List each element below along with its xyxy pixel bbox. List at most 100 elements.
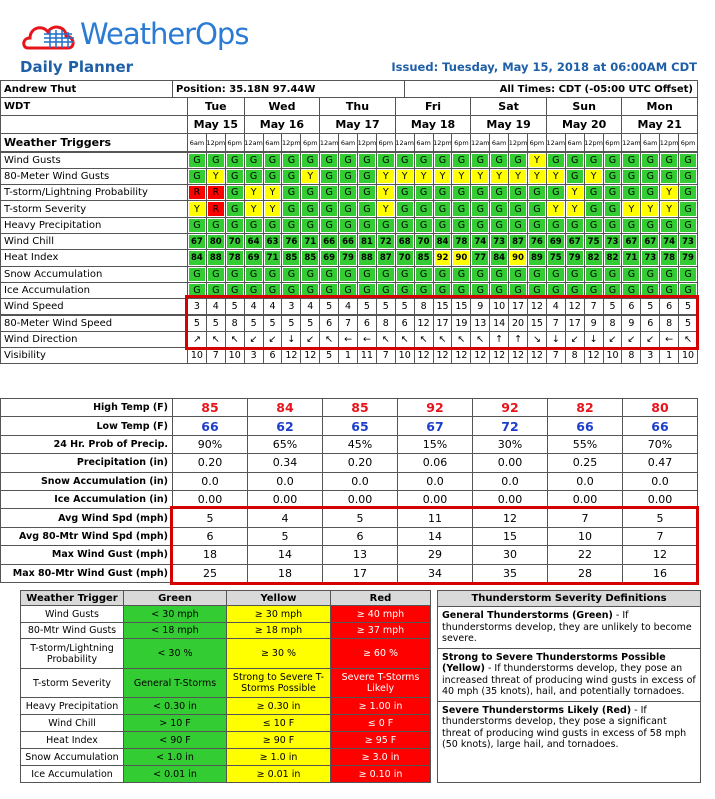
day-name: Thu: [319, 97, 396, 116]
trigger-cell: 78: [224, 249, 245, 267]
trigger-cell: G: [508, 184, 528, 202]
trigger-cell: G: [508, 151, 528, 169]
daily-value: 18: [247, 563, 323, 583]
trigger-cell: Y: [659, 184, 680, 202]
value-cell: 12: [583, 347, 604, 365]
value-cell: 4: [262, 298, 283, 316]
trigger-cell: 66: [319, 233, 340, 251]
legend-cell: T-storm/Lightning Probability: [20, 638, 124, 669]
daily-value: 29: [397, 545, 473, 565]
trigger-cell: G: [659, 265, 680, 283]
value-cell: 6: [319, 314, 340, 332]
value-cell: ↙: [621, 330, 642, 349]
hour-label: 6pm: [375, 133, 396, 152]
trigger-cell: G: [300, 265, 321, 283]
trigger-cell: 79: [338, 249, 358, 267]
daily-value: 15%: [397, 434, 473, 455]
trigger-cell: G: [564, 216, 585, 234]
trigger-cell: G: [319, 184, 340, 202]
trigger-cell: G: [262, 151, 283, 169]
day-date: May 21: [621, 115, 698, 134]
daily-value: 62: [247, 416, 323, 436]
value-cell: 5: [300, 314, 321, 332]
trigger-cell: G: [243, 216, 264, 234]
daily-label: Max 80-Mtr Wind Gust (mph): [0, 563, 173, 583]
trigger-cell: G: [243, 265, 264, 283]
hour-label: 6pm: [224, 133, 245, 152]
value-cell: 3: [281, 298, 302, 316]
daily-value: 7: [547, 508, 623, 528]
trigger-cell: Y: [375, 184, 396, 202]
daily-value: 16: [622, 563, 698, 583]
trigger-cell: G: [300, 200, 321, 218]
daily-label: Ice Accumulation (in): [0, 490, 173, 510]
trigger-cell: G: [545, 216, 566, 234]
legend-cell: ≥ 0.10 in: [330, 765, 431, 783]
value-cell: 12: [413, 347, 434, 365]
legend-cell: T-storm Severity: [20, 668, 124, 698]
definition-heading: Severe Thunderstorms Likely (Red): [442, 704, 632, 716]
trigger-cell: G: [224, 216, 245, 234]
value-cell: 5: [319, 298, 340, 316]
trigger-cell: G: [338, 200, 358, 218]
trigger-cell: G: [621, 167, 642, 186]
value-cell: 8: [621, 347, 642, 365]
daily-value: 34: [397, 563, 473, 583]
value-cell: ↗: [187, 330, 207, 349]
daily-value: 5: [172, 508, 248, 528]
value-cell: 5: [394, 298, 415, 316]
daily-value: 5: [622, 508, 698, 528]
daily-value: 65: [322, 416, 398, 436]
trigger-cell: G: [678, 184, 698, 202]
definition: Strong to Severe Thunderstorms Possible …: [438, 647, 700, 701]
trigger-cell: G: [262, 167, 283, 186]
trigger-cell: G: [545, 151, 566, 169]
hour-label: 6am: [564, 133, 585, 152]
trigger-cell: G: [621, 265, 642, 283]
value-cell: 7: [338, 314, 358, 332]
trigger-cell: G: [640, 281, 661, 300]
value-cell: 12: [413, 314, 434, 332]
trigger-cell: G: [432, 216, 453, 234]
trigger-cell: G: [394, 151, 415, 169]
hour-label: 6am: [489, 133, 510, 152]
value-cell: ↖: [319, 330, 340, 349]
trigger-cell: G: [527, 265, 547, 283]
trigger-cell: 71: [300, 233, 321, 251]
hour-label: 6pm: [678, 133, 698, 152]
row-label: Wind Gusts: [0, 151, 188, 169]
value-cell: 4: [300, 298, 321, 316]
trigger-cell: G: [394, 281, 415, 300]
trigger-cell: 68: [394, 233, 415, 251]
value-cell: 12: [470, 347, 491, 365]
trigger-cell: G: [413, 281, 434, 300]
hour-label: 12am: [243, 133, 264, 152]
daily-label: Precipitation (in): [0, 453, 173, 473]
trigger-cell: G: [583, 200, 604, 218]
trigger-cell: 85: [300, 249, 321, 267]
daily-value: 11: [397, 508, 473, 528]
trigger-cell: R: [205, 200, 226, 218]
value-cell: ↙: [640, 330, 661, 349]
trigger-cell: 67: [640, 233, 661, 251]
trigger-cell: Y: [640, 200, 661, 218]
trigger-cell: G: [470, 151, 491, 169]
trigger-cell: Y: [508, 167, 528, 186]
trigger-cell: 85: [281, 249, 302, 267]
daily-value: 0.00: [397, 490, 473, 510]
value-cell: 4: [205, 298, 226, 316]
trigger-cell: G: [602, 216, 623, 234]
trigger-cell: Y: [394, 167, 415, 186]
value-cell: 10: [678, 347, 698, 365]
trigger-cell: 67: [621, 233, 642, 251]
hour-label: 12pm: [281, 133, 302, 152]
trigger-cell: G: [319, 265, 340, 283]
trigger-cell: G: [583, 265, 604, 283]
trigger-cell: G: [413, 184, 434, 202]
value-cell: 7: [375, 347, 396, 365]
trigger-cell: G: [281, 216, 302, 234]
legend-cell: < 90 F: [123, 731, 227, 749]
value-cell: 12: [564, 298, 585, 316]
trigger-cell: G: [659, 281, 680, 300]
hour-label: 6pm: [300, 133, 321, 152]
